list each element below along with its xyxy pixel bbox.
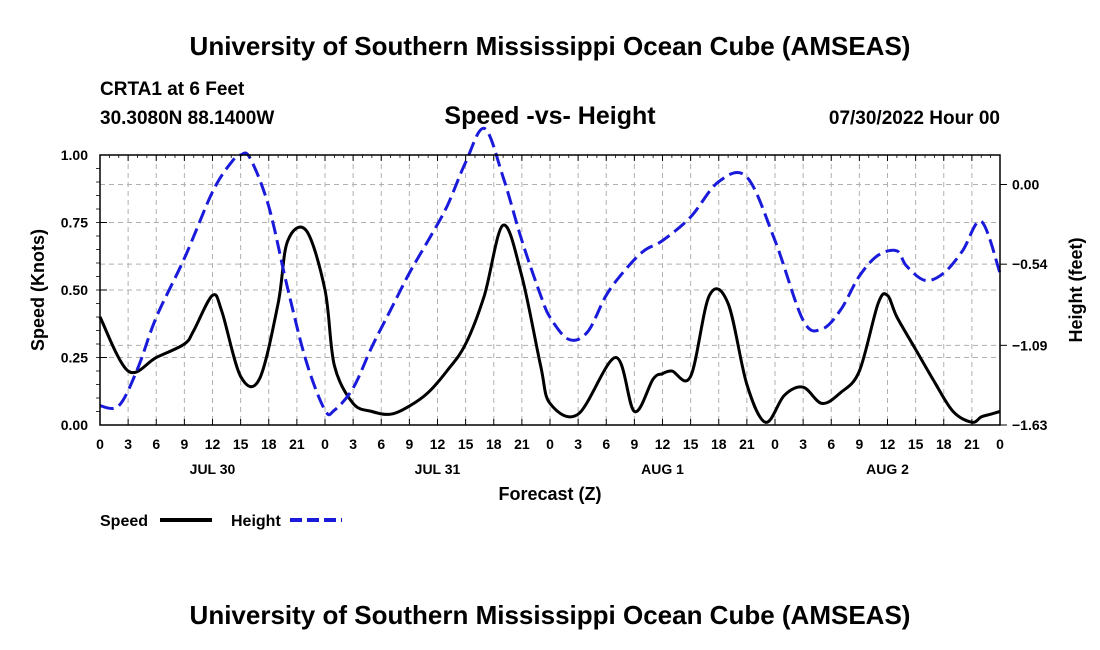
x-axis-title: Forecast (Z) xyxy=(498,484,601,504)
chart-title: Speed -vs- Height xyxy=(444,102,656,130)
x-tick-label: 6 xyxy=(377,436,385,452)
speed-series-line xyxy=(98,223,1001,424)
y-axis-title: Speed (Knots) xyxy=(28,229,48,351)
date-label: AUG 2 xyxy=(866,461,909,477)
y-tick-label: 0.00 xyxy=(61,417,88,433)
x-tick-label: 12 xyxy=(205,436,221,452)
y2-tick-label: 0.00 xyxy=(1012,177,1039,193)
legend: Speed Height xyxy=(100,513,342,530)
x-tick-label: 12 xyxy=(655,436,671,452)
x-tick-label: 0 xyxy=(771,436,779,452)
x-tick-label: 21 xyxy=(739,436,755,452)
x-tick-label: 15 xyxy=(683,436,699,452)
y2-tick-label: −0.54 xyxy=(1012,256,1048,272)
x-tick-label: 6 xyxy=(602,436,610,452)
x-tick-label: 15 xyxy=(458,436,474,452)
station-name: CRTA1 at 6 Feet xyxy=(100,79,245,100)
y2-tick-label: −1.63 xyxy=(1012,417,1048,433)
y2-axis-title: Height (feet) xyxy=(1066,238,1086,343)
forecast-datetime: 07/30/2022 Hour 00 xyxy=(829,108,1000,129)
x-tick-label: 3 xyxy=(349,436,357,452)
station-coords: 30.3080N 88.1400W xyxy=(100,108,274,129)
x-tick-label: 21 xyxy=(289,436,305,452)
x-tick-label: 9 xyxy=(180,436,188,452)
x-tick-label: 9 xyxy=(855,436,863,452)
x-tick-label: 12 xyxy=(880,436,896,452)
x-tick-label: 15 xyxy=(233,436,249,452)
x-tick-label: 0 xyxy=(321,436,329,452)
x-tick-label: 6 xyxy=(827,436,835,452)
x-tick-label: 3 xyxy=(799,436,807,452)
y2-tick-label: −1.09 xyxy=(1012,337,1048,353)
date-label: JUL 30 xyxy=(190,461,236,477)
x-tick-label: 3 xyxy=(574,436,582,452)
x-tick-label: 18 xyxy=(711,436,727,452)
date-label: JUL 31 xyxy=(415,461,461,477)
x-tick-label: 9 xyxy=(630,436,638,452)
y-tick-label: 0.25 xyxy=(61,350,88,366)
x-tick-label: 18 xyxy=(936,436,952,452)
legend-speed-label: Speed xyxy=(100,513,148,530)
x-tick-label: 0 xyxy=(996,436,1004,452)
x-tick-label: 3 xyxy=(124,436,132,452)
x-tick-label: 18 xyxy=(486,436,502,452)
axis-layer: 0 3 6 9 12 15 18 21 0 3 6 9 12 15 18 21 0 3 6 9 12 15 18 21 0 3 6 9… xyxy=(61,147,1048,477)
x-tick-label: 21 xyxy=(514,436,530,452)
x-tick-label: 6 xyxy=(152,436,160,452)
footer-title: University of Southern Mississippi Ocean… xyxy=(190,600,911,630)
legend-height-label: Height xyxy=(231,513,281,530)
grid-layer xyxy=(100,155,1000,425)
date-label: AUG 1 xyxy=(641,461,684,477)
x-tick-label: 21 xyxy=(964,436,980,452)
page-title: University of Southern Mississippi Ocean… xyxy=(190,31,911,61)
x-tick-label: 12 xyxy=(430,436,446,452)
x-tick-label: 9 xyxy=(405,436,413,452)
x-tick-label: 18 xyxy=(261,436,277,452)
x-tick-label: 0 xyxy=(96,436,104,452)
y-tick-label: 1.00 xyxy=(61,147,88,163)
y-tick-label: 0.50 xyxy=(61,282,88,298)
x-tick-label: 0 xyxy=(546,436,554,452)
y-tick-label: 0.75 xyxy=(61,215,88,231)
x-tick-label: 15 xyxy=(908,436,924,452)
